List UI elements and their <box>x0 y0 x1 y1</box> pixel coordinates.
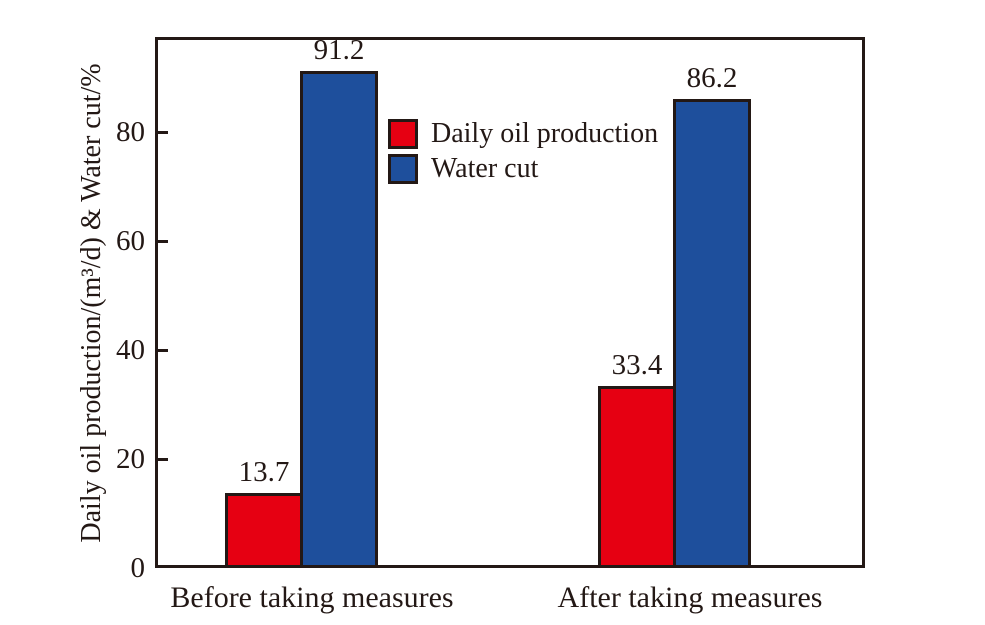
bar-daily-oil-production-group1 <box>225 493 303 568</box>
plot-border <box>155 37 865 568</box>
bar-value-label: 33.4 <box>611 349 663 381</box>
y-tick-label: 40 <box>116 334 145 366</box>
y-axis-tick <box>155 131 168 134</box>
bar-value-label: 13.7 <box>238 456 290 488</box>
legend-item-daily-oil-production: Daily oil production <box>388 119 658 149</box>
y-tick-label: 20 <box>116 443 145 475</box>
legend-item-water-cut: Water cut <box>388 154 658 184</box>
bar-water-cut-group2 <box>673 99 751 568</box>
legend-label: Water cut <box>431 153 539 184</box>
bar-value-label: 91.2 <box>313 34 365 66</box>
legend-swatch-icon <box>388 119 418 149</box>
bar-value-label: 86.2 <box>686 62 738 94</box>
y-axis-tick <box>155 458 168 461</box>
bar-daily-oil-production-group2 <box>598 386 676 568</box>
x-category-label: After taking measures <box>557 581 823 614</box>
plot-area: 13.7 91.2 33.4 86.2 <box>155 34 865 568</box>
y-axis-tick <box>155 240 168 243</box>
legend-swatch-icon <box>388 154 418 184</box>
legend: Daily oil production Water cut <box>388 119 658 189</box>
legend-label: Daily oil production <box>431 118 659 149</box>
y-axis-tick <box>155 349 168 352</box>
y-tick-label: 80 <box>116 116 145 148</box>
y-tick-label: 60 <box>116 225 145 257</box>
x-category-label: Before taking measures <box>170 581 454 614</box>
y-tick-label: 0 <box>130 552 146 584</box>
bar-water-cut-group1 <box>300 71 378 568</box>
